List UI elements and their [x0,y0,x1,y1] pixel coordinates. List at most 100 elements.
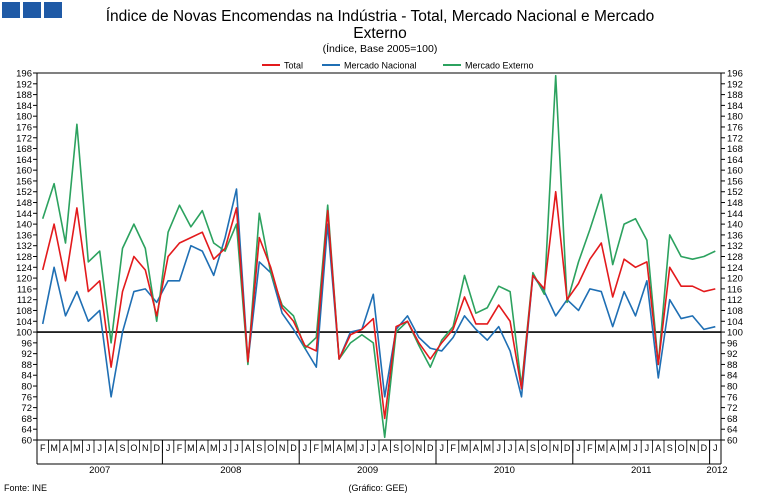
y-tick-label-right: 132 [727,241,743,252]
month-label: F [450,443,456,453]
month-label: D [427,443,434,453]
month-label: J [234,443,239,453]
y-tick-label-left: 120 [16,274,32,285]
y-tick-label-left: 168 [16,144,32,155]
credit-note: (Gráfico: GEE) [348,483,407,493]
y-tick-label-left: 136 [16,230,32,241]
legend: Total Mercado Nacional Mercado Externo [262,61,534,71]
y-tick-label-left: 164 [16,155,32,166]
y-tick-label-right: 100 [727,328,743,339]
month-label: S [393,443,399,453]
y-tick-label-left: 68 [21,414,32,425]
legend-label-externo: Mercado Externo [465,61,534,71]
month-label: S [256,443,262,453]
month-label: F [40,443,46,453]
series-lines [41,74,716,439]
y-tick-label-left: 196 [16,69,32,80]
y-tick-label-left: 96 [21,338,32,349]
month-label: M [324,443,332,453]
chart-subtitle: (Índice, Base 2005=100) [323,42,438,55]
y-tick-label-left: 132 [16,241,32,252]
month-label: J [645,443,650,453]
month-label: J [360,443,365,453]
y-tick-label-left: 156 [16,176,32,187]
month-label: D [701,443,708,453]
month-label: D [290,443,297,453]
logo [2,2,62,18]
chart-title: Índice de Novas Encomendas na Indústria … [106,8,655,25]
y-tick-label-right: 156 [727,176,743,187]
month-label: O [678,443,685,453]
y-tick-label-left: 148 [16,198,32,209]
month-label: M [210,443,218,453]
y-tick-label-right: 140 [727,220,743,231]
month-label: J [166,443,171,453]
month-label: M [73,443,81,453]
legend-label-total: Total [284,61,303,71]
legend-label-nacional: Mercado Nacional [344,61,417,71]
month-label: J [576,443,581,453]
y-tick-label-right: 180 [727,112,743,123]
year-label: 2008 [220,465,241,476]
month-label: J [633,443,638,453]
month-label: M [187,443,195,453]
month-label: F [177,443,183,453]
month-label: S [119,443,125,453]
month-label: O [404,443,411,453]
month-label: A [199,443,205,453]
y-tick-label-left: 60 [21,436,32,447]
y-tick-label-right: 184 [727,101,743,112]
y-tick-label-right: 188 [727,90,743,101]
y-tick-label-right: 104 [727,317,743,328]
month-label: S [667,443,673,453]
month-label: M [620,443,628,453]
y-tick-label-left: 108 [16,306,32,317]
source-note: Fonte: INE [4,483,47,493]
month-label: J [223,443,228,453]
y-tick-label-right: 124 [727,263,743,274]
y-tick-label-right: 80 [727,382,738,393]
y-tick-label-left: 144 [16,209,32,220]
month-label: N [279,443,286,453]
y-tick-label-right: 88 [727,360,738,371]
month-label: N [552,443,559,453]
y-tick-label-right: 84 [727,371,738,382]
chart-title-line2: Externo [353,25,406,42]
month-label: M [461,443,469,453]
month-label: J [86,443,91,453]
month-label: N [142,443,149,453]
y-tick-label-left: 112 [17,295,32,306]
y-tick-label-left: 176 [16,122,32,133]
month-label: O [130,443,137,453]
y-tick-label-right: 96 [727,338,738,349]
month-label: O [541,443,548,453]
month-label: A [62,443,68,453]
month-label: M [50,443,58,453]
month-label: S [530,443,536,453]
year-label: 2009 [357,465,378,476]
year-label: 2007 [89,465,110,476]
y-tick-label-right: 112 [727,295,742,306]
y-tick-label-left: 72 [21,403,32,414]
month-label: M [347,443,355,453]
y-tick-label-left: 84 [21,371,32,382]
y-tick-label-right: 72 [727,403,738,414]
y-tick-label-right: 152 [727,187,743,198]
y-tick-label-left: 92 [21,349,32,360]
year-label: 2011 [631,465,651,476]
y-tick-label-left: 100 [16,328,32,339]
y-tick-label-left: 140 [16,220,32,231]
y-tick-label-right: 160 [727,166,743,177]
y-tick-label-left: 104 [16,317,32,328]
logo-square-3 [44,2,62,18]
month-label: J [97,443,102,453]
month-label: M [598,443,606,453]
y-tick-label-right: 60 [727,436,738,447]
y-tick-label-left: 64 [21,425,32,436]
y-tick-label-left: 160 [16,166,32,177]
logo-square-1 [2,2,20,18]
y-tick-label-right: 176 [727,122,743,133]
y-tick-label-right: 136 [727,230,743,241]
